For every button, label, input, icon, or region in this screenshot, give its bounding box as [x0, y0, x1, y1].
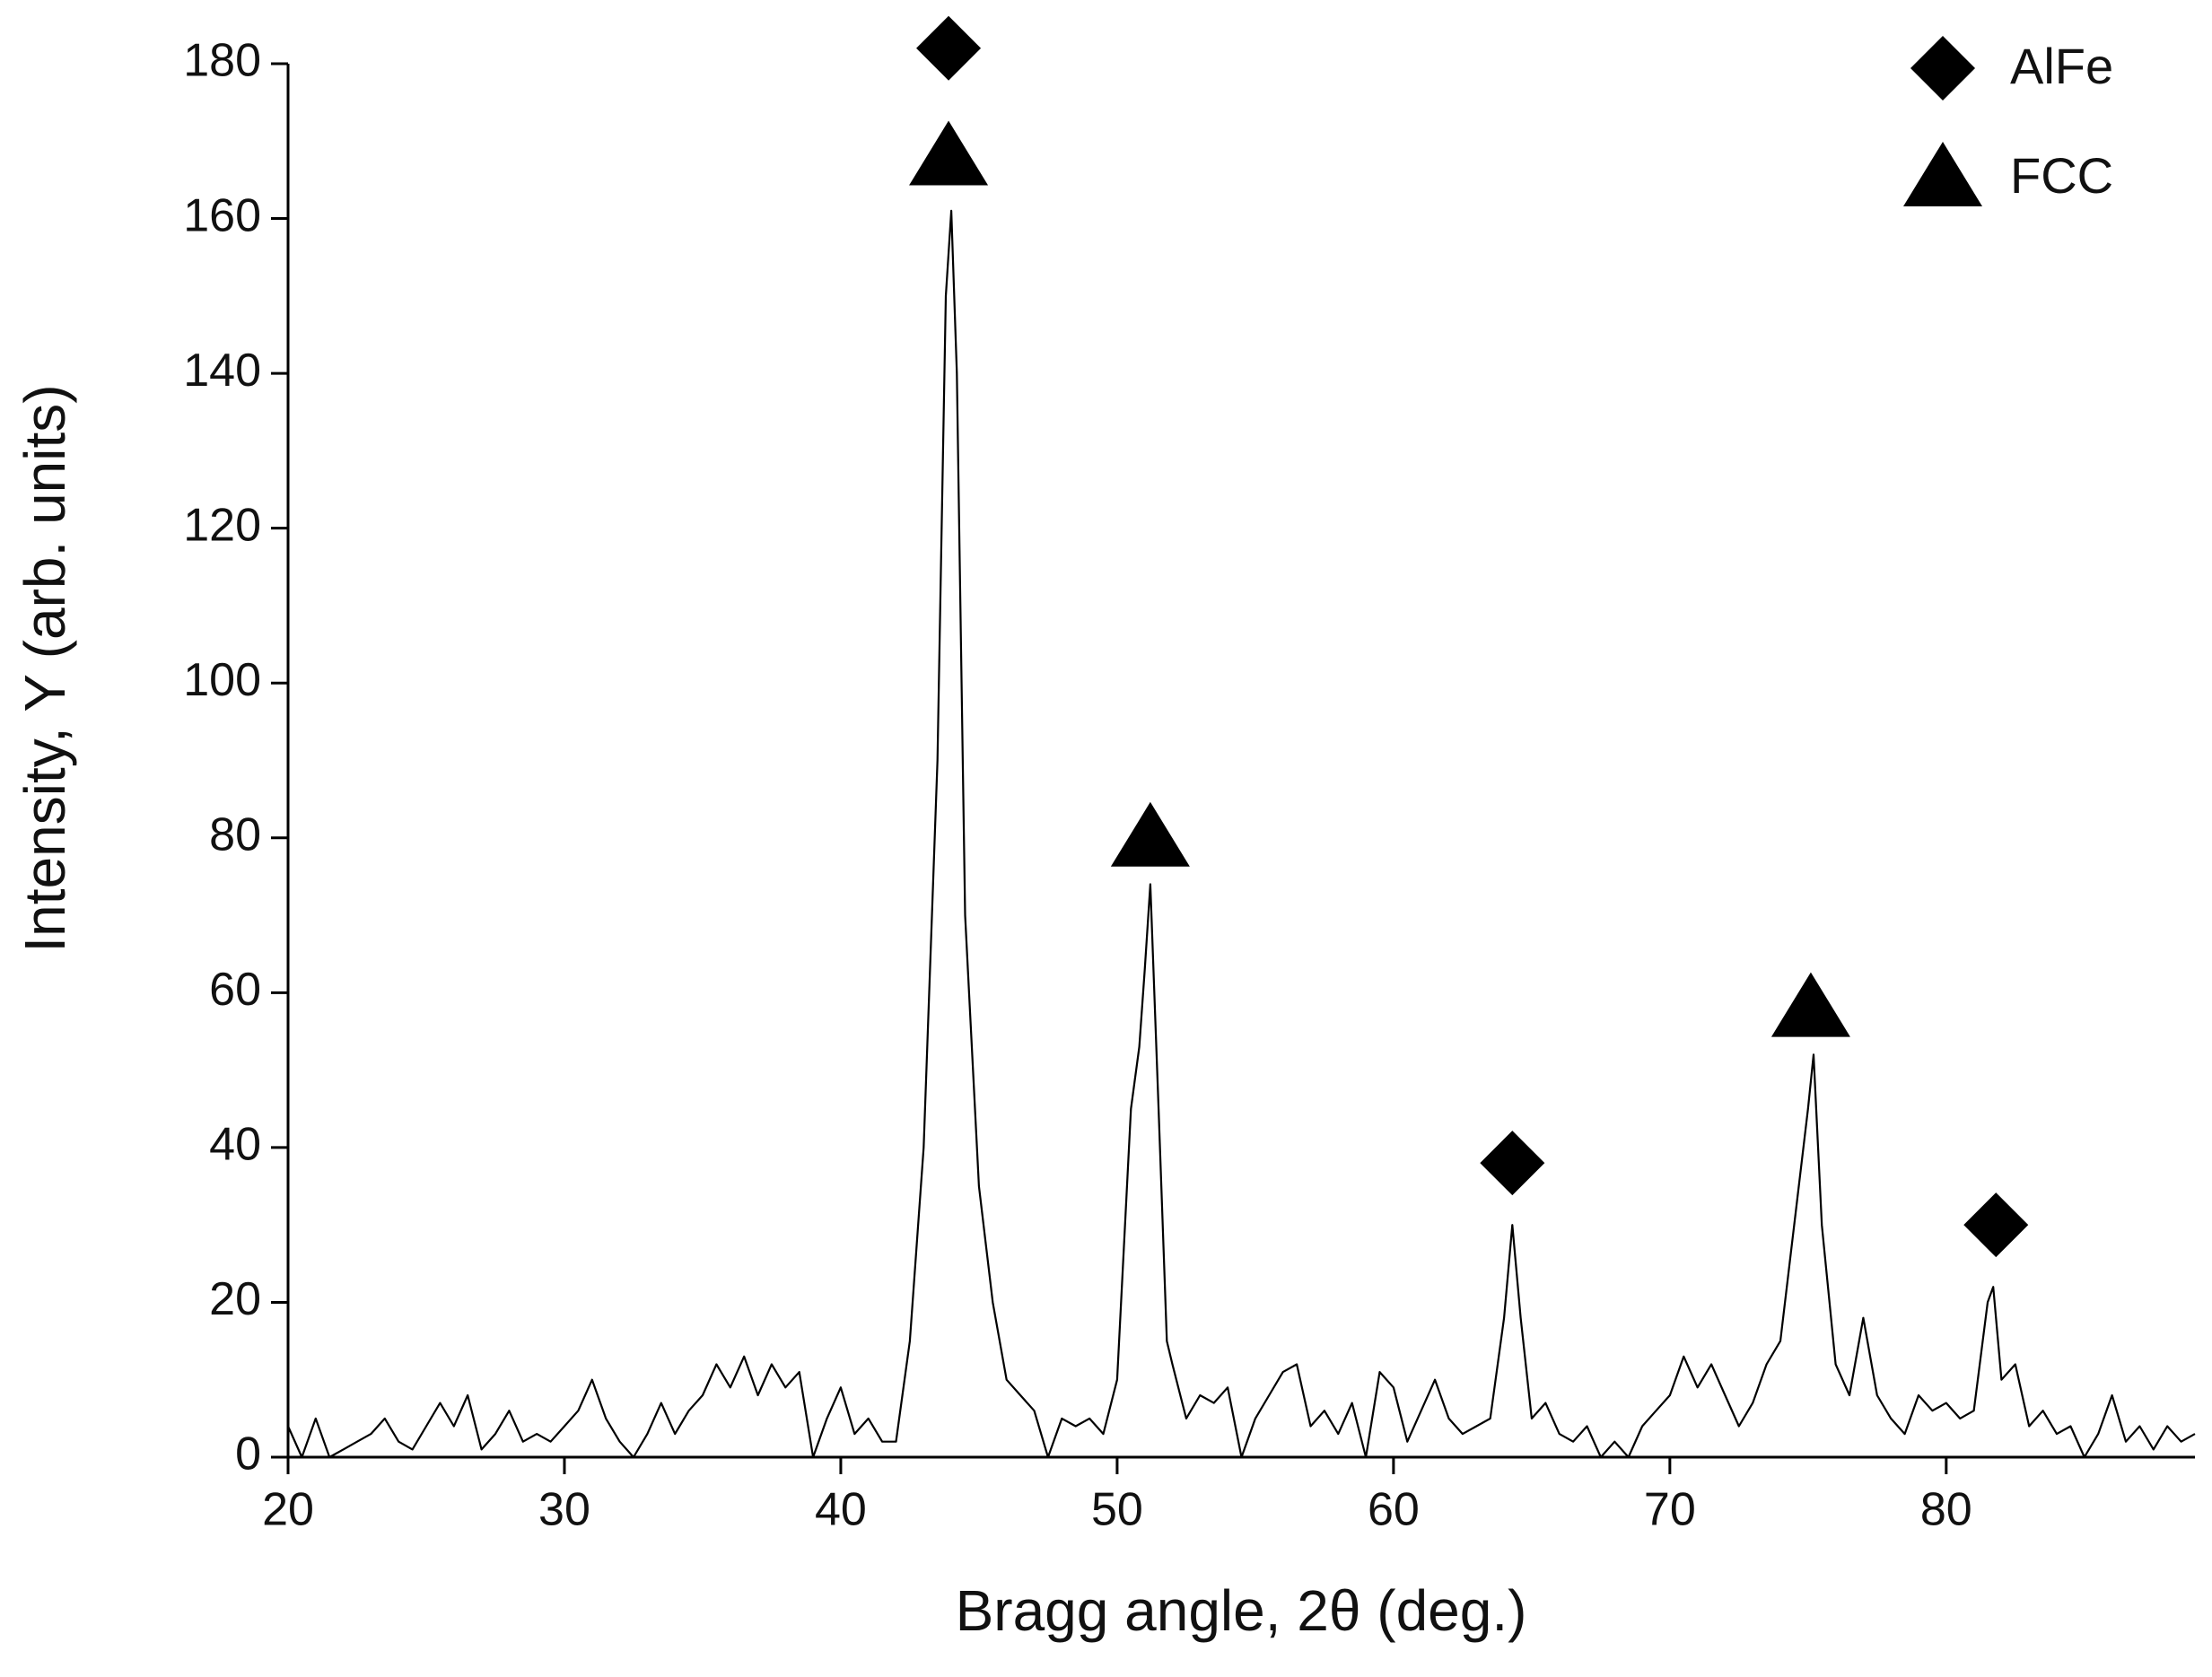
y-tick-label: 120 — [183, 499, 261, 551]
y-tick-label: 160 — [183, 189, 261, 241]
y-tick-label: 100 — [183, 654, 261, 706]
x-tick-label: 80 — [1920, 1484, 1972, 1536]
y-tick-label: 80 — [209, 809, 261, 861]
marker-triangle — [1770, 972, 1850, 1037]
y-tick-label: 20 — [209, 1273, 261, 1325]
y-tick-label: 180 — [183, 35, 261, 87]
marker-diamond — [1963, 1192, 2029, 1258]
y-tick-label: 140 — [183, 345, 261, 397]
y-tick-label: 0 — [235, 1428, 261, 1480]
legend-symbol — [1903, 142, 1982, 206]
marker-triangle — [909, 120, 989, 186]
marker-diamond — [1480, 1131, 1545, 1196]
y-tick-label: 60 — [209, 964, 261, 1016]
x-tick-label: 30 — [538, 1484, 590, 1536]
y-axis-title: Intensity, Y (arb. units) — [13, 384, 77, 952]
marker-triangle — [1110, 801, 1190, 867]
x-tick-label: 50 — [1091, 1484, 1143, 1536]
marker-diamond — [916, 15, 982, 81]
legend-label: AlFe — [2010, 38, 2113, 94]
legend-label: FCC — [2010, 147, 2113, 204]
legend-symbol — [1910, 36, 1975, 100]
x-tick-label: 70 — [1644, 1484, 1696, 1536]
x-tick-label: 40 — [815, 1484, 867, 1536]
x-tick-label: 20 — [262, 1484, 314, 1536]
x-tick-label: 60 — [1368, 1484, 1420, 1536]
y-tick-label: 40 — [209, 1119, 261, 1171]
data-line — [286, 209, 2196, 1459]
x-axis-title: Bragg angle, 2θ (deg.) — [956, 1578, 1527, 1643]
